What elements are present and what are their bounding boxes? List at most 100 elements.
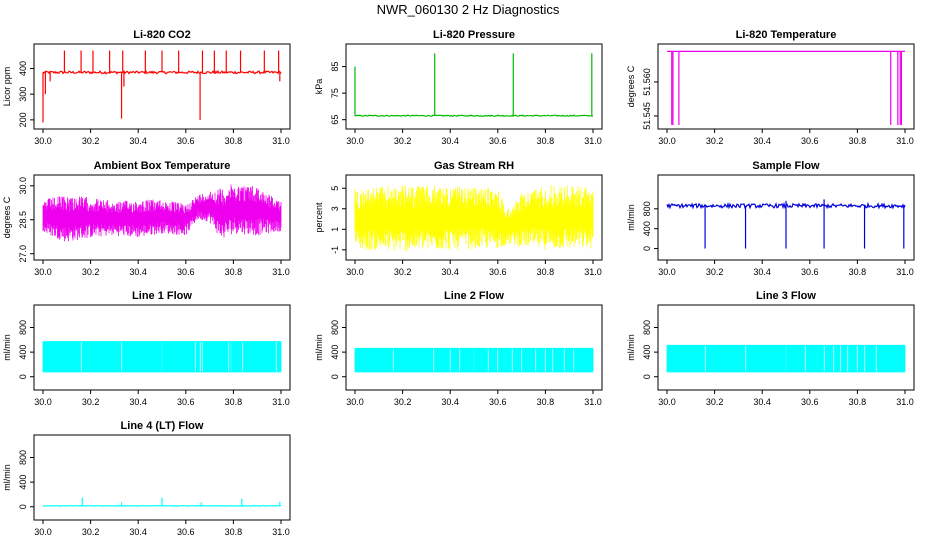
y-tick-label: 400 — [18, 61, 28, 76]
x-tick-label: 30.4 — [441, 136, 459, 146]
x-tick-label: 31.0 — [896, 397, 914, 407]
chart-title: Li-820 CO2 — [133, 29, 190, 41]
chart-panel: Line 4 (LT) Flow ml/min 30.0 30.2 30.4 30.6 30… — [2, 420, 291, 537]
x-tick-label: 30.8 — [225, 527, 243, 537]
y-tick-label: 300 — [18, 87, 28, 102]
y-tick-label: -1 — [330, 246, 340, 254]
y-tick-label: 400 — [642, 345, 652, 360]
x-tick-label: 30.0 — [658, 267, 676, 277]
data-band — [354, 185, 594, 252]
x-tick-label: 30.4 — [129, 267, 147, 277]
x-tick-label: 30.2 — [394, 267, 412, 277]
x-tick-label: 30.6 — [177, 397, 195, 407]
y-axis-label: degrees C — [2, 196, 12, 238]
x-tick-label: 30.2 — [394, 136, 412, 146]
y-axis-label: ml/min — [626, 334, 636, 361]
data-band — [354, 348, 594, 372]
data-series — [42, 50, 282, 123]
chart-title: Ambient Box Temperature — [94, 160, 231, 172]
x-tick-label: 31.0 — [272, 136, 290, 146]
y-tick-label: 400 — [18, 345, 28, 360]
x-tick-label: 30.6 — [801, 136, 819, 146]
x-tick-label: 31.0 — [272, 397, 290, 407]
x-tick-label: 30.2 — [82, 397, 100, 407]
x-tick-label: 30.8 — [849, 397, 867, 407]
y-tick-label: 800 — [642, 320, 652, 335]
plot-frame — [657, 304, 915, 391]
chart-panel: Gas Stream RH percent 30.0 30.2 30.4 30.6 30.8… — [314, 160, 603, 277]
y-tick-label: 3 — [330, 206, 340, 211]
x-tick-label: 30.4 — [129, 397, 147, 407]
chart-title: Li-820 Pressure — [433, 29, 515, 41]
x-tick-label: 30.0 — [658, 136, 676, 146]
x-tick-label: 31.0 — [272, 527, 290, 537]
x-tick-label: 30.2 — [82, 267, 100, 277]
y-tick-label: 5 — [330, 186, 340, 191]
x-tick-label: 30.0 — [34, 527, 52, 537]
x-tick-label: 30.0 — [346, 397, 364, 407]
y-tick-label: 200 — [18, 112, 28, 127]
x-tick-label: 30.2 — [706, 267, 724, 277]
x-tick-label: 30.6 — [489, 267, 507, 277]
y-tick-label: 0 — [642, 246, 652, 251]
chart-panel: Ambient Box Temperature degrees C 30.0 30.2… — [2, 160, 291, 277]
x-tick-label: 30.6 — [177, 136, 195, 146]
chart-title: Line 4 (LT) Flow — [121, 420, 204, 432]
series-line — [354, 114, 594, 117]
x-tick-label: 30.8 — [537, 397, 555, 407]
x-tick-label: 30.2 — [394, 397, 412, 407]
data-band — [666, 345, 906, 372]
data-series — [354, 53, 594, 117]
x-tick-label: 30.6 — [177, 267, 195, 277]
data-series — [666, 199, 906, 249]
x-tick-label: 30.2 — [82, 527, 100, 537]
data-series — [42, 497, 282, 507]
y-axis-label: kPa — [314, 79, 324, 95]
y-tick-label: 1 — [330, 227, 340, 232]
x-tick-label: 30.6 — [801, 397, 819, 407]
plot-frame — [657, 174, 915, 261]
plot-frame — [33, 43, 291, 130]
data-band — [42, 184, 282, 242]
x-tick-label: 31.0 — [584, 267, 602, 277]
data-series — [354, 185, 594, 252]
y-tick-label: 0 — [330, 374, 340, 379]
chart-title: Line 1 Flow — [132, 290, 192, 302]
y-tick-label: 400 — [330, 345, 340, 360]
y-tick-label: 51.560 — [642, 68, 652, 96]
x-tick-label: 30.0 — [658, 397, 676, 407]
y-axis-label: ml/min — [2, 334, 12, 361]
y-tick-label: 28.5 — [18, 211, 28, 229]
x-tick-label: 30.4 — [441, 397, 459, 407]
chart-panel: Li-820 Temperature degrees C 30.0 30.2 30.4 3… — [626, 29, 915, 146]
x-tick-label: 31.0 — [896, 136, 914, 146]
chart-title: Gas Stream RH — [434, 160, 514, 172]
x-tick-label: 31.0 — [272, 267, 290, 277]
x-tick-label: 30.0 — [34, 397, 52, 407]
x-tick-label: 30.2 — [82, 136, 100, 146]
chart-panel: Line 2 Flow ml/min 30.0 30.2 30.4 30.6 30.8 31.… — [314, 290, 603, 407]
y-axis-label: Licor ppm — [2, 67, 12, 107]
x-tick-label: 30.0 — [34, 267, 52, 277]
x-tick-label: 30.4 — [753, 136, 771, 146]
x-tick-label: 30.0 — [34, 136, 52, 146]
chart-title: Li-820 Temperature — [736, 29, 837, 41]
x-tick-label: 30.4 — [129, 527, 147, 537]
y-tick-label: 51.545 — [642, 102, 652, 130]
y-tick-label: 27.0 — [18, 245, 28, 263]
x-tick-label: 30.0 — [346, 136, 364, 146]
x-tick-label: 30.4 — [129, 136, 147, 146]
chart-title: Sample Flow — [752, 160, 820, 172]
chart-panel: Sample Flow ml/min 30.0 30.2 30.4 30.6 30.8 31.… — [626, 160, 915, 277]
data-series — [354, 347, 594, 373]
y-tick-label: 75 — [330, 88, 340, 98]
y-tick-label: 30.0 — [18, 177, 28, 195]
plot-frame — [33, 304, 291, 391]
y-tick-label: 0 — [642, 374, 652, 379]
chart-panel: Li-820 CO2 Licor ppm 30.0 30.2 30.4 30.6 30.8 3… — [2, 29, 291, 146]
y-tick-label: 65 — [330, 115, 340, 125]
x-tick-label: 30.8 — [537, 136, 555, 146]
chart-panel: Line 3 Flow ml/min 30.0 30.2 30.4 30.6 30.8 31.… — [626, 290, 915, 407]
